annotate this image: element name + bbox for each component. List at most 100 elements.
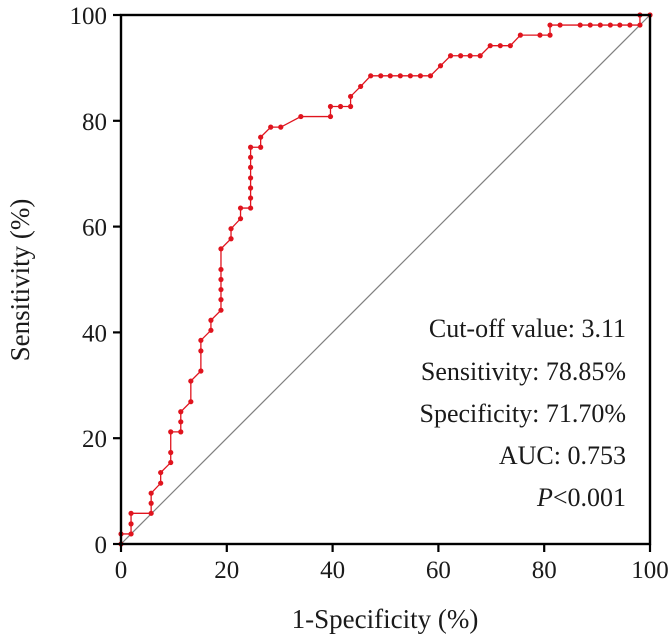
roc-point <box>198 337 204 343</box>
annotation-specificity: Specificity: 71.70% <box>419 399 626 428</box>
p-value-symbol: P <box>536 483 553 512</box>
roc-point <box>248 144 254 150</box>
roc-point <box>128 521 134 527</box>
roc-point <box>577 22 583 28</box>
roc-point <box>237 216 244 222</box>
roc-point <box>327 103 334 110</box>
roc-point <box>437 63 444 69</box>
roc-point <box>128 510 134 516</box>
roc-point <box>637 22 643 28</box>
roc-point <box>208 327 214 333</box>
roc-point <box>218 246 224 252</box>
roc-point <box>387 73 393 79</box>
axes-layer <box>113 13 652 552</box>
roc-point <box>148 510 154 516</box>
roc-point <box>327 113 334 120</box>
roc-point <box>158 480 164 486</box>
roc-point <box>337 103 344 110</box>
roc-point <box>148 500 154 506</box>
roc-point <box>447 53 454 59</box>
roc-point <box>248 205 254 211</box>
roc-point <box>517 32 523 38</box>
x-tick-label: 100 <box>631 557 668 584</box>
roc-point <box>168 429 174 435</box>
x-tick-label: 20 <box>214 557 239 584</box>
y-tick-label: 20 <box>82 426 107 453</box>
y-axis-label: Sensitivity (%) <box>5 199 35 362</box>
roc-point <box>477 53 483 59</box>
roc-point <box>358 83 364 90</box>
reference-line-layer <box>120 14 651 545</box>
roc-point <box>417 73 424 79</box>
x-tick-label: 40 <box>320 557 345 584</box>
annotation-auc: AUC: 0.753 <box>499 441 626 470</box>
annotation-cutoff: Cut-off value: 3.11 <box>429 314 626 343</box>
roc-point <box>617 22 623 28</box>
roc-point <box>178 409 184 415</box>
roc-point <box>298 113 304 120</box>
roc-point <box>557 22 563 28</box>
roc-point <box>627 22 633 28</box>
roc-point <box>607 22 613 28</box>
y-tick-label: 60 <box>82 215 107 242</box>
roc-point <box>248 185 254 191</box>
y-tick-label: 80 <box>82 109 107 136</box>
roc-point <box>237 205 244 211</box>
roc-point <box>198 368 204 374</box>
y-tick-label: 0 <box>95 532 108 559</box>
roc-point <box>248 154 254 160</box>
roc-point <box>397 73 403 79</box>
roc-point <box>218 297 224 303</box>
roc-point <box>378 73 384 79</box>
x-tick-label: 60 <box>426 557 451 584</box>
roc-point <box>128 531 134 537</box>
roc-point <box>537 32 543 38</box>
x-axis-label: 1-Specificity (%) <box>292 604 479 634</box>
annotation-p-value: P<0.001 <box>536 483 626 512</box>
roc-point <box>188 399 194 405</box>
roc-point <box>458 53 464 59</box>
roc-point <box>148 490 154 496</box>
roc-point <box>198 348 204 354</box>
roc-point <box>407 73 413 79</box>
roc-point <box>218 266 224 273</box>
roc-point <box>487 43 493 49</box>
roc-point <box>168 449 174 456</box>
roc-point <box>507 43 513 49</box>
roc-point <box>497 43 503 49</box>
roc-point <box>347 103 354 110</box>
tick-labels-layer: 0 20 40 60 80 100 0 20 40 60 80 100 <box>70 3 668 584</box>
roc-point <box>587 22 593 28</box>
roc-point <box>158 469 164 476</box>
x-tick-label: 80 <box>532 557 557 584</box>
roc-point <box>368 73 374 79</box>
roc-point <box>258 134 264 140</box>
y-tick-label: 100 <box>70 3 108 30</box>
roc-point <box>178 419 184 425</box>
roc-point <box>168 459 174 466</box>
roc-point <box>248 195 254 201</box>
roc-point <box>268 124 274 130</box>
roc-point <box>248 164 254 170</box>
annotation-sensitivity: Sensitivity: 78.85% <box>421 357 626 386</box>
roc-point <box>597 22 603 28</box>
roc-point <box>547 32 553 38</box>
y-tick-label: 40 <box>82 320 107 347</box>
x-tick-label: 0 <box>115 557 128 584</box>
roc-point <box>278 124 284 130</box>
roc-point <box>258 144 264 150</box>
roc-point <box>467 53 473 59</box>
roc-point <box>218 307 224 313</box>
roc-point <box>347 93 354 100</box>
roc-point <box>427 73 434 79</box>
roc-point <box>218 286 224 293</box>
p-value-text: <0.001 <box>553 483 626 512</box>
roc-series-layer <box>118 12 653 547</box>
reference-diagonal-line <box>120 14 651 545</box>
roc-point <box>218 276 224 283</box>
plot-frame <box>119 13 652 546</box>
roc-point <box>228 236 234 242</box>
roc-point <box>188 378 194 384</box>
roc-point <box>178 429 184 435</box>
